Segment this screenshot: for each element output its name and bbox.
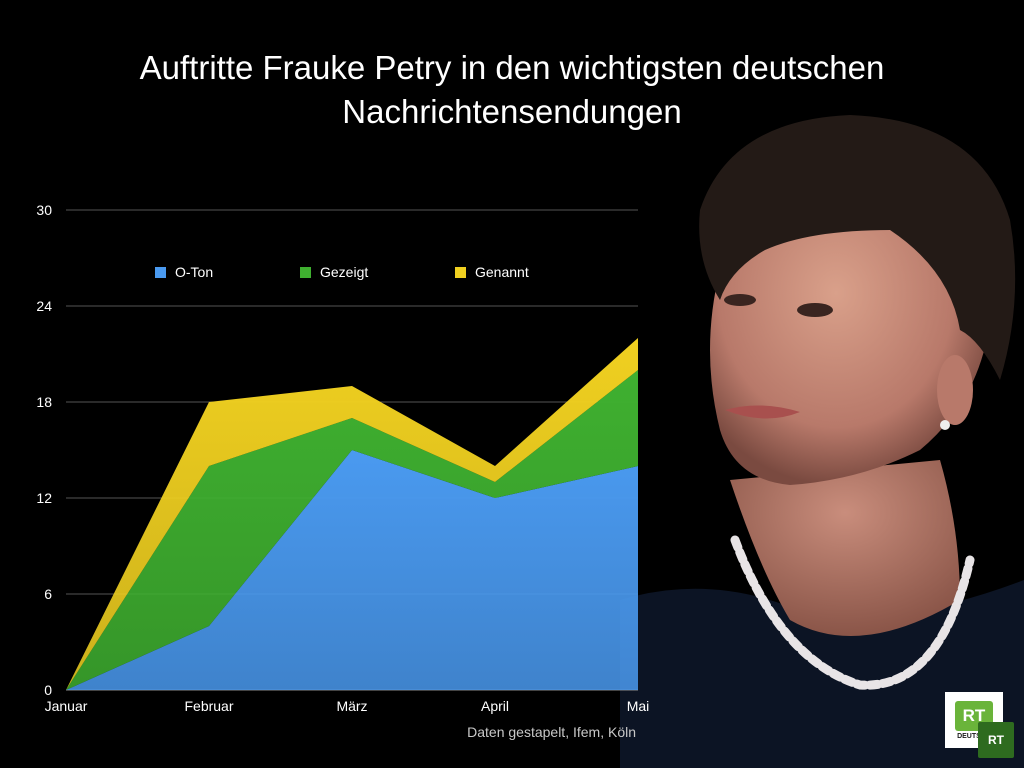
y-tick-label: 12 [36, 490, 52, 506]
portrait-photo [620, 115, 1024, 768]
area-gezeigt [66, 370, 638, 690]
legend-swatch-gezeigt [300, 267, 311, 278]
legend-label-o-ton: O-Ton [175, 264, 214, 280]
x-tick-label: Februar [184, 698, 233, 714]
legend-label-gezeigt: Gezeigt [320, 264, 369, 280]
x-tick-label: April [481, 698, 509, 714]
y-tick-label: 24 [36, 298, 52, 314]
legend-item-gezeigt: Gezeigt [300, 262, 368, 282]
rt-deutsch-logo: RT DEUTSCH [945, 692, 1003, 748]
chart-legend: O-Ton Gezeigt Genannt [155, 262, 595, 282]
x-tick-label: Januar [45, 698, 88, 714]
area-genannt [66, 338, 638, 690]
legend-item-genannt: Genannt [455, 262, 529, 282]
y-axis-ticks: 0 6 12 18 24 30 [36, 202, 52, 698]
y-tick-label: 0 [44, 682, 52, 698]
area-o-ton [66, 450, 638, 690]
legend-label-genannt: Genannt [475, 264, 529, 280]
x-tick-label: Mai [627, 698, 650, 714]
x-axis-ticks: Januar Februar März April Mai [45, 698, 650, 714]
x-tick-label: März [336, 698, 367, 714]
rt-watermark-logo: RT [978, 722, 1014, 758]
area-series [66, 338, 638, 690]
rt-logo-subtitle: DEUTSCH [957, 733, 991, 740]
chart-title-line-1: Auftritte Frauke Petry in den wichtigste… [139, 49, 885, 86]
source-note: Daten gestapelt, Ifem, Köln [467, 724, 636, 740]
y-tick-label: 6 [44, 586, 52, 602]
y-tick-label: 30 [36, 202, 52, 218]
legend-item-o-ton: O-Ton [155, 262, 213, 282]
chart-title-line-2: Nachrichtensendungen [342, 93, 682, 130]
y-tick-label: 18 [36, 394, 52, 410]
legend-swatch-genannt [455, 267, 466, 278]
legend-swatch-o-ton [155, 267, 166, 278]
chart-title: Auftritte Frauke Petry in den wichtigste… [60, 46, 964, 134]
